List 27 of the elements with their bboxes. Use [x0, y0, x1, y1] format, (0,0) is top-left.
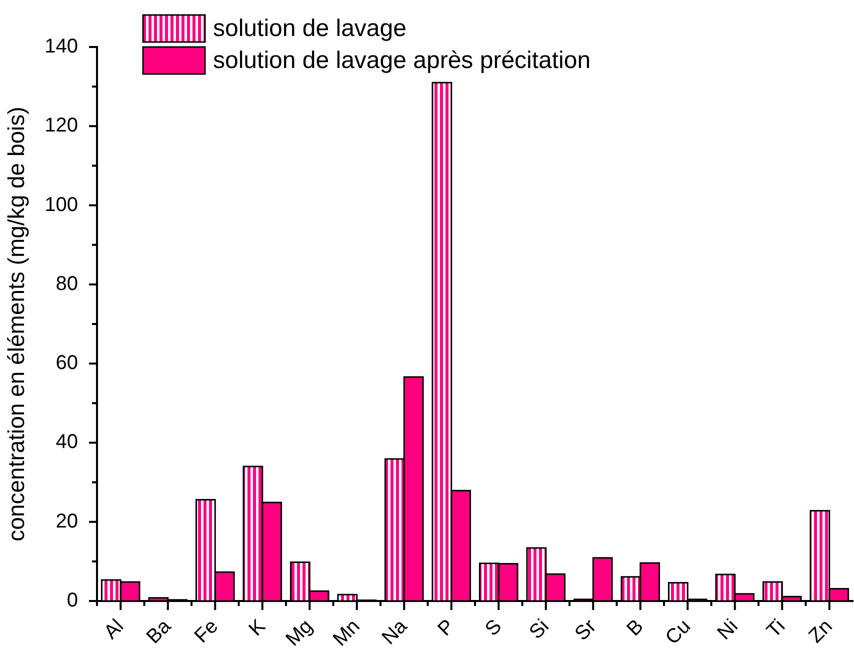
y-tick-label: 60 [56, 352, 78, 374]
y-tick-label: 0 [66, 590, 78, 612]
x-tick-label: Na [378, 614, 412, 650]
y-tick-label: 100 [44, 194, 78, 216]
y-tick-label: 120 [44, 114, 78, 137]
x-tick-label: Mg [282, 615, 318, 651]
x-tick-label: Mn [329, 615, 364, 651]
y-tick-label: 80 [56, 272, 78, 295]
x-tick-label: Ti [762, 615, 790, 642]
x-tick-label: K [244, 614, 270, 640]
x-tick-label: Cu [661, 615, 696, 650]
legend-label: solution de lavage [213, 15, 406, 42]
x-tick-label: S [481, 615, 506, 640]
x-tick-label: Ni [713, 615, 742, 644]
x-tick-label: Fe [190, 615, 223, 648]
x-tick-label: Si [525, 615, 554, 644]
x-tick-label: B [622, 615, 648, 640]
x-tick-label: Sr [570, 615, 601, 646]
x-tick-label: Ba [142, 614, 176, 648]
y-axis-title: concentration en éléments (mg/kg de bois) [3, 106, 30, 542]
y-tick-label: 140 [44, 36, 78, 58]
legend-label: solution de lavage après précitation [213, 47, 591, 74]
x-tick-label: Al [100, 615, 128, 644]
y-tick-label: 20 [56, 510, 78, 532]
x-tick-label: P [434, 615, 459, 640]
y-tick-label: 40 [56, 431, 78, 454]
x-tick-label: Zn [804, 615, 837, 648]
